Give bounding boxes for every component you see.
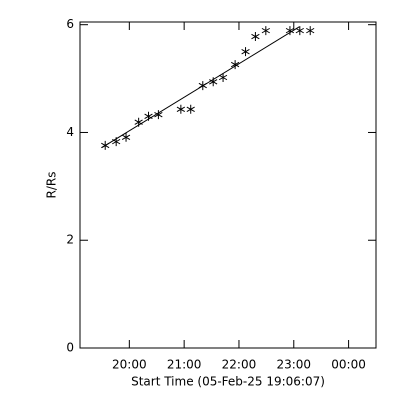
data-point xyxy=(121,132,131,142)
data-point xyxy=(295,26,304,36)
y-tick-label: 0 xyxy=(66,341,74,355)
x-tick-label: 21:00 xyxy=(167,358,202,372)
data-point xyxy=(306,26,315,36)
x-tick-label: 22:00 xyxy=(222,358,257,372)
data-point xyxy=(285,26,295,36)
x-tick-label: 00:00 xyxy=(331,358,366,372)
data-point xyxy=(218,73,228,83)
x-axis-label: Start Time (05-Feb-25 19:06:07) xyxy=(131,375,325,389)
data-point xyxy=(241,47,250,57)
x-tick-label: 20:00 xyxy=(112,358,147,372)
data-point xyxy=(176,104,186,114)
data-point xyxy=(230,60,240,70)
data-point xyxy=(209,77,218,87)
data-point xyxy=(186,104,195,114)
fit-line xyxy=(101,26,300,148)
y-tick-label: 2 xyxy=(66,233,74,247)
y-tick-label: 4 xyxy=(66,125,74,139)
x-tick-label: 23:00 xyxy=(276,358,311,372)
data-point xyxy=(154,110,163,120)
plot-frame xyxy=(79,21,377,349)
data-point xyxy=(251,32,260,42)
data-point xyxy=(261,26,270,36)
y-axis-label: R/Rs xyxy=(45,172,59,199)
y-tick-label: 6 xyxy=(66,17,74,31)
